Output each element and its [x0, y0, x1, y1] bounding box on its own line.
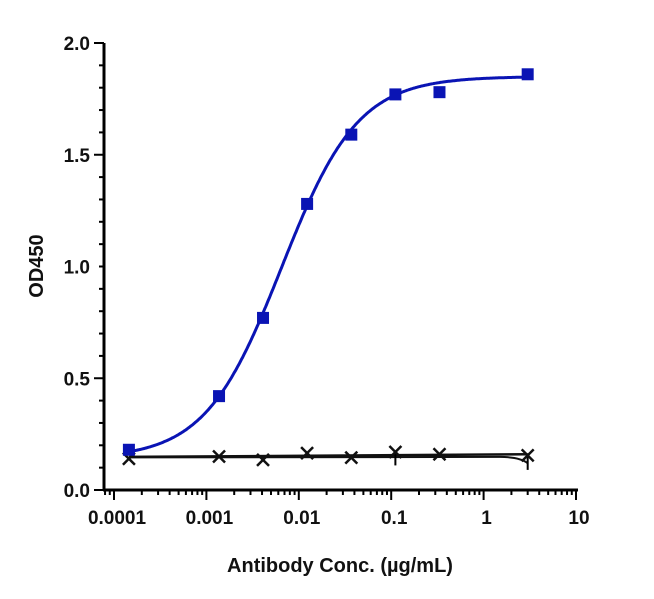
- x-tick-label: 0.001: [186, 508, 234, 529]
- x-tick-label: 10: [568, 508, 589, 529]
- y-axis-title: OD450: [26, 234, 48, 297]
- antibody-square-marker: [213, 390, 226, 403]
- x-tick-label: 1: [481, 508, 492, 529]
- antibody-square-marker: [345, 128, 358, 141]
- antibody-square-marker: [389, 88, 402, 101]
- axes: 0.0 0.5 1.0 1.5 2.0 0.0001 0.001 0.01 0.1 1 10: [64, 34, 590, 529]
- y-tick-label: 1.0: [64, 258, 90, 279]
- y-tick-label: 0.5: [64, 369, 91, 390]
- control-x-marker: [432, 447, 447, 462]
- control-x-marker: [300, 446, 314, 461]
- y-tick-label: 1.5: [64, 146, 91, 167]
- control-x-marker: [212, 449, 226, 464]
- x-tick-label: 0.1: [381, 508, 408, 529]
- antibody-square-marker: [257, 311, 270, 324]
- antibody-square-marker: [521, 68, 534, 81]
- y-tick-label: 0.0: [64, 481, 90, 502]
- antibody-square-marker: [122, 443, 135, 456]
- control-x-marker: [256, 452, 270, 467]
- x-tick-label: 0.01: [283, 508, 320, 529]
- control-x-marker: [344, 450, 359, 465]
- antibody-fit-curve: [128, 75, 528, 454]
- control-x-marker: [388, 445, 403, 459]
- x-axis-title: Antibody Conc. (µg/mL): [227, 555, 453, 577]
- control-x-marker: [520, 448, 535, 463]
- antibody-square-marker: [433, 86, 446, 99]
- y-tick-label: 2.0: [64, 34, 90, 55]
- antibody-square-marker: [301, 197, 314, 210]
- x-tick-label: 0.0001: [88, 508, 147, 529]
- control-fit-line-2: [128, 455, 529, 464]
